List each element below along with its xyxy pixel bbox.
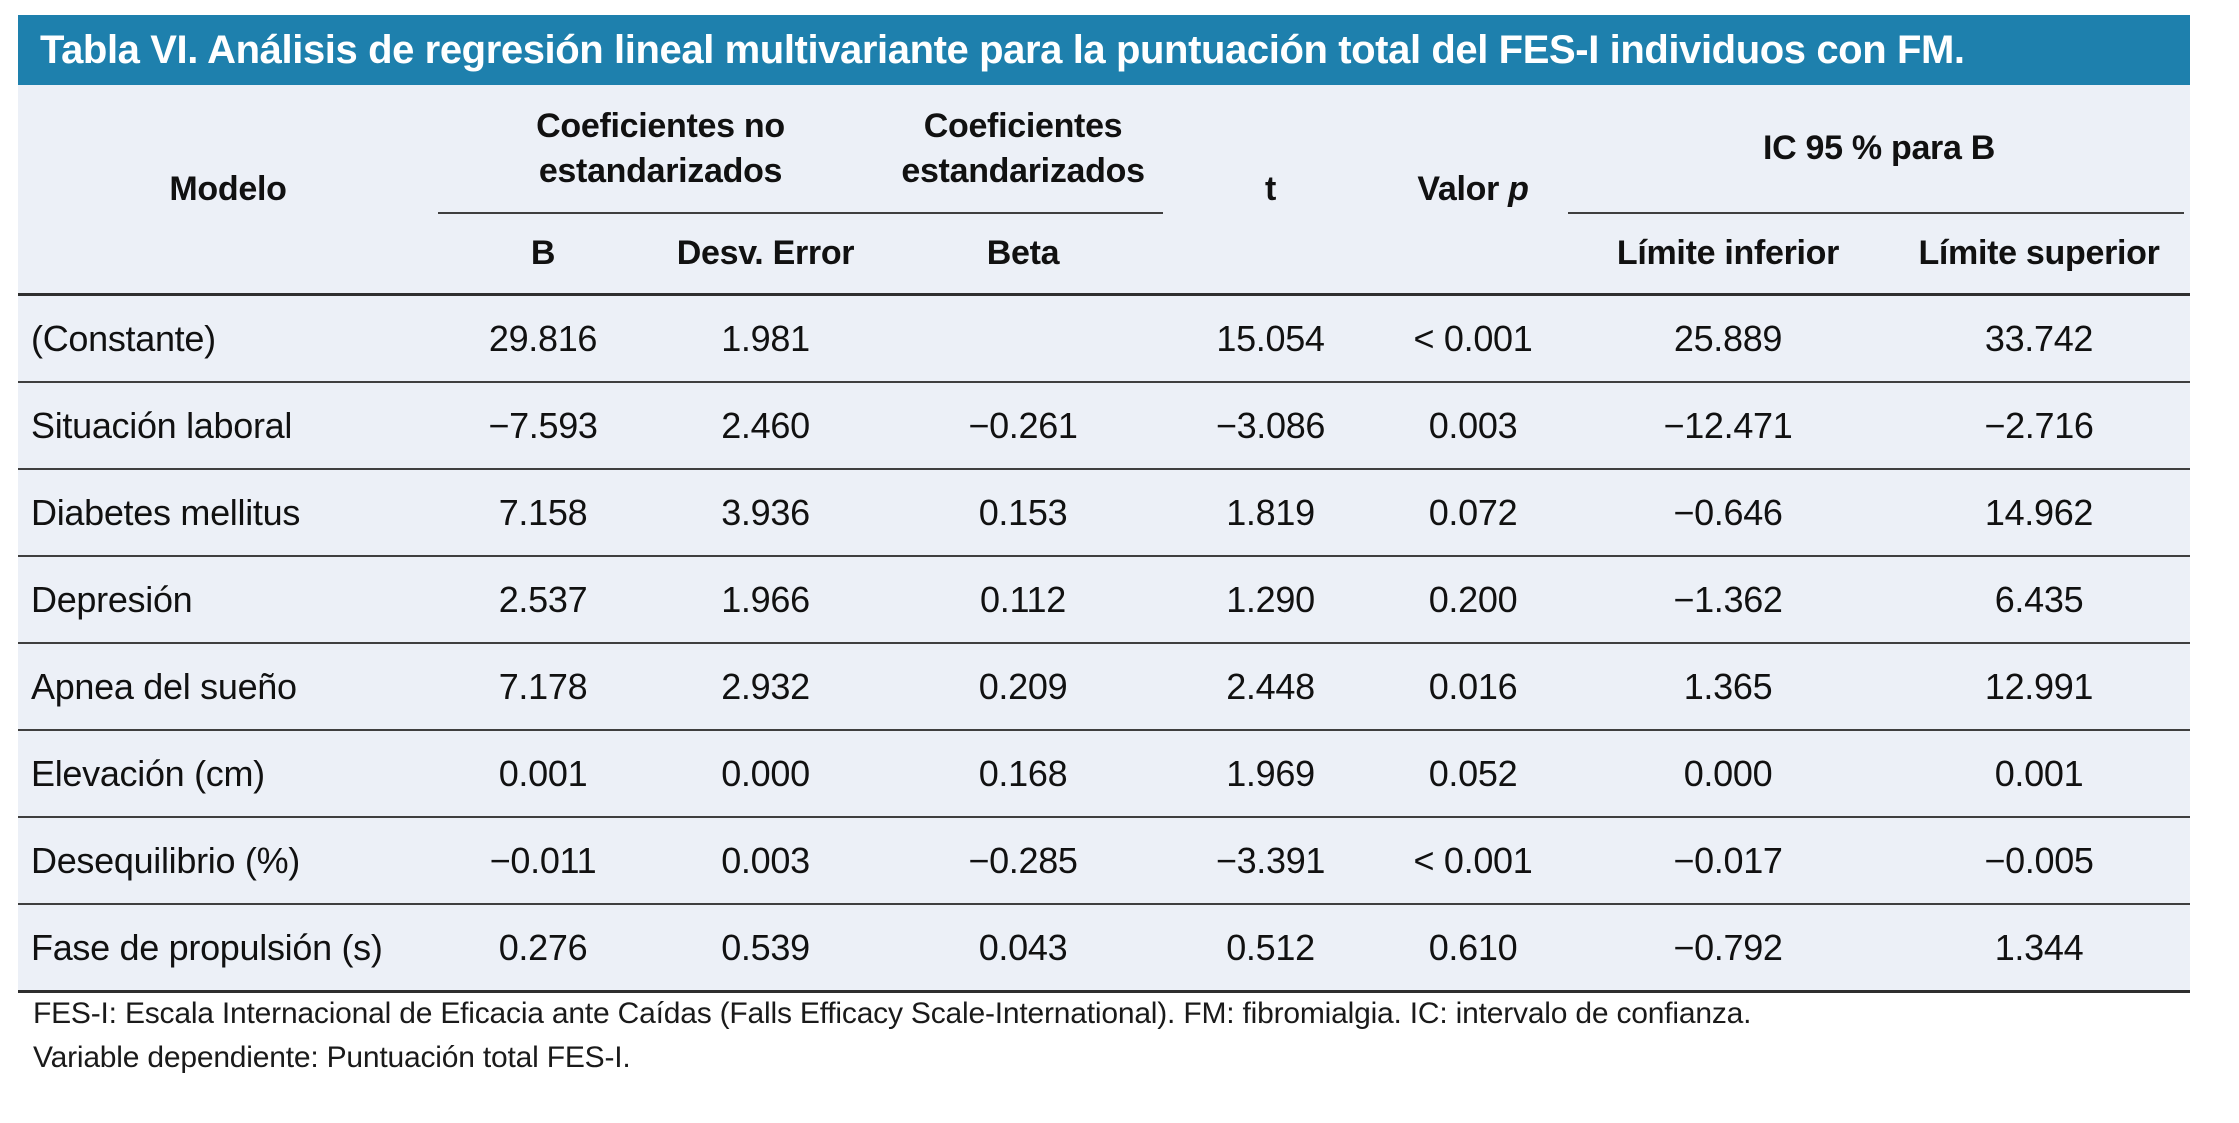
cell-ci-upper: 14.962 [1984,491,2094,533]
subheader-limite-inferior: Límite inferior [1616,234,1840,273]
cell-valor-p: < 0.001 [1413,317,1533,359]
cell-ci-upper: 1.344 [1994,926,2084,968]
cell-model: Diabetes mellitus [31,491,301,533]
footnotes: FES-I: Escala Internacional de Eficacia … [33,992,1751,1080]
rule-under-coefficients [438,212,1163,214]
cell-t: 15.054 [1216,317,1325,359]
cell-t: −3.391 [1215,839,1326,881]
cell-beta: −0.261 [968,404,1078,446]
header-modelo: Modelo [169,169,287,208]
cell-desv-error: 2.460 [721,404,810,446]
footnote-dependent-variable: Variable dependiente: Puntuación total F… [33,1041,631,1074]
subheader-desv-error: Desv. Error [676,234,855,273]
cell-valor-p: 0.200 [1428,578,1518,620]
cell-ci-lower: 1.365 [1683,665,1773,707]
cell-b: 7.178 [498,665,588,707]
cell-b: 2.537 [498,578,588,620]
cell-t: 1.969 [1226,752,1315,794]
cell-beta: 0.209 [978,665,1068,707]
cell-beta [883,296,1163,381]
cell-ci-lower: −0.792 [1673,926,1783,968]
cell-ci-lower: −12.471 [1663,404,1793,446]
subheader-limite-superior: Límite superior [1918,234,2160,273]
cell-ci-lower: 25.889 [1673,317,1783,359]
cell-ci-lower: −0.017 [1673,839,1783,881]
cell-b: 29.816 [488,317,598,359]
cell-desv-error: 0.000 [721,752,810,794]
cell-model: Situación laboral [31,404,293,446]
cell-t: 1.290 [1226,578,1315,620]
cell-t: 0.512 [1226,926,1315,968]
cell-ci-upper: 33.742 [1984,317,2094,359]
cell-desv-error: 1.966 [721,578,810,620]
cell-ci-upper: 0.001 [1994,752,2084,794]
cell-ci-lower: 0.000 [1683,752,1773,794]
cell-ci-lower: −0.646 [1673,491,1783,533]
cell-ci-lower: −1.362 [1673,578,1783,620]
header-valor-label: Valor [1417,169,1500,208]
table-row: Diabetes mellitus 7.158 3.936 0.153 1.81… [18,470,2190,557]
cell-beta: 0.168 [978,752,1068,794]
cell-ci-upper: −2.716 [1984,404,2094,446]
table-row: Depresión 2.537 1.966 0.112 1.290 0.200 … [18,557,2190,644]
cell-model: Desequilibrio (%) [31,839,300,881]
cell-valor-p: 0.610 [1428,926,1518,968]
table-row: (Constante) 29.816 1.981 15.054 < 0.001 … [18,296,2190,383]
rule-under-ic95 [1568,212,2184,214]
cell-valor-p: < 0.001 [1413,839,1533,881]
cell-b: 0.276 [498,926,588,968]
header-valor-p: Valor p [1378,85,1568,293]
table-row: Apnea del sueño 7.178 2.932 0.209 2.448 … [18,644,2190,731]
table-header: Modelo Coeficientes no estandarizados Co… [18,85,2190,296]
cell-desv-error: 3.936 [721,491,810,533]
cell-beta: −0.285 [968,839,1078,881]
cell-model: Elevación (cm) [31,752,265,794]
subheader-beta: Beta [986,234,1060,273]
cell-b: −7.593 [488,404,598,446]
cell-desv-error: 0.003 [721,839,810,881]
cell-beta: 0.153 [978,491,1068,533]
header-p-symbol: p [1508,169,1529,208]
table-row: Desequilibrio (%) −0.011 0.003 −0.285 −3… [18,818,2190,905]
cell-b: −0.011 [489,839,597,881]
regression-table: Modelo Coeficientes no estandarizados Co… [18,85,2190,993]
footnote-abbreviations: FES-I: Escala Internacional de Eficacia … [33,997,1752,1030]
cell-valor-p: 0.072 [1428,491,1518,533]
header-group-ic95: IC 95 % para B [1762,129,1995,168]
subheader-b: B [530,234,556,273]
header-group-standardized: Coeficientes estandarizados [901,106,1145,190]
cell-model: (Constante) [31,317,216,359]
cell-t: 1.819 [1226,491,1315,533]
cell-valor-p: 0.052 [1428,752,1518,794]
cell-ci-upper: 12.991 [1984,665,2094,707]
table-title-bar: Tabla VI. Análisis de regresión lineal m… [18,15,2190,85]
cell-valor-p: 0.016 [1428,665,1518,707]
table-title: Tabla VI. Análisis de regresión lineal m… [40,27,1965,72]
table-row: Elevación (cm) 0.001 0.000 0.168 1.969 0… [18,731,2190,818]
cell-t: −3.086 [1215,404,1326,446]
table-row: Situación laboral −7.593 2.460 −0.261 −3… [18,383,2190,470]
cell-b: 0.001 [498,752,588,794]
table-card: Tabla VI. Análisis de regresión lineal m… [18,15,2190,993]
cell-ci-upper: 6.435 [1994,578,2084,620]
cell-beta: 0.043 [978,926,1068,968]
cell-desv-error: 1.981 [721,317,810,359]
cell-ci-upper: −0.005 [1984,839,2094,881]
cell-desv-error: 0.539 [721,926,810,968]
cell-t: 2.448 [1226,665,1315,707]
header-t: t [1264,169,1277,208]
cell-valor-p: 0.003 [1428,404,1518,446]
cell-model: Depresión [31,578,193,620]
cell-model: Apnea del sueño [31,665,297,707]
cell-model: Fase de propulsión (s) [31,926,383,968]
cell-beta: 0.112 [980,578,1066,620]
header-group-unstandardized: Coeficientes no estandarizados [536,106,785,190]
table-body: (Constante) 29.816 1.981 15.054 < 0.001 … [18,296,2190,993]
table-row: Fase de propulsión (s) 0.276 0.539 0.043… [18,905,2190,993]
cell-desv-error: 2.932 [721,665,810,707]
cell-b: 7.158 [498,491,588,533]
